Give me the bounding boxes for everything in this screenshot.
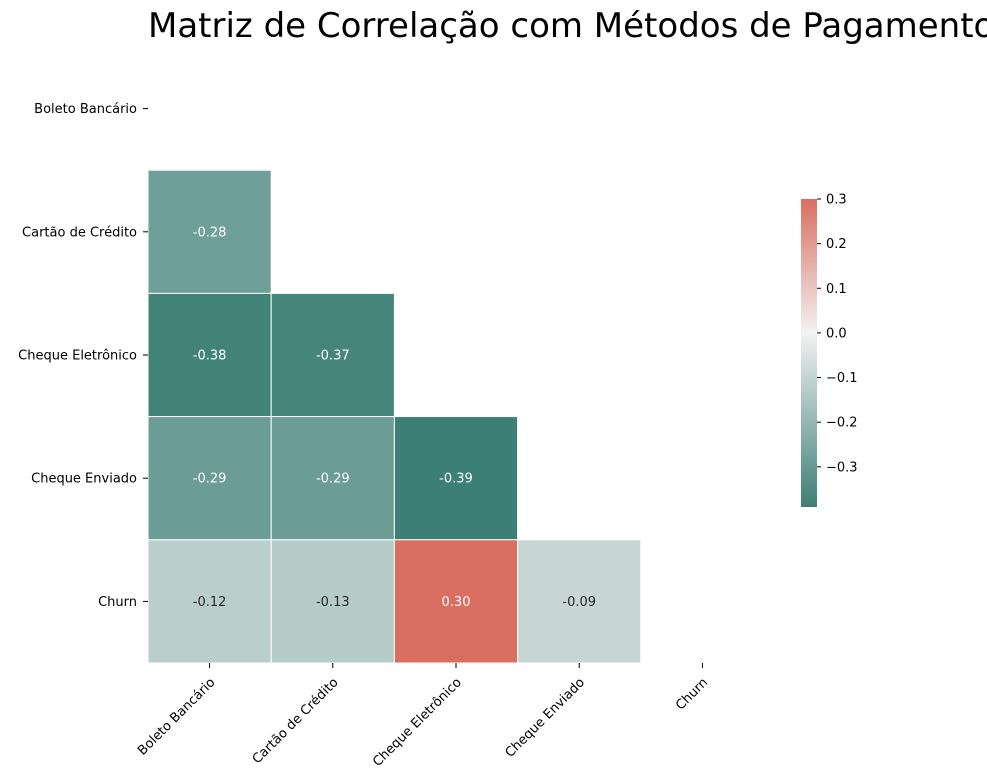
y-tick-label: Churn [98,595,137,610]
y-tick-label: Cheque Eletrônico [18,349,137,364]
cell-value-label: -0.38 [193,349,227,364]
cell-value-label: -0.29 [193,472,227,487]
cell-value-label: -0.39 [439,472,473,487]
x-tick-label: Cheque Eletrônico [370,675,465,770]
heatmap-cells: -0.28 -0.38 -0.37 -0.29 -0.29 -0.39 -0.12 -0.13… [147,169,642,664]
colorbar-tick-label: −0.3 [826,460,858,475]
x-axis-ticks: Boleto Bancário Cartão de Crédito Cheque E… [135,663,711,770]
y-tick-label: Boleto Bancário [34,102,137,117]
x-tick-label: Churn [673,675,711,713]
heatmap-cell [147,169,272,294]
x-tick-label: Cartão de Crédito [250,675,342,767]
cell-value-label: -0.28 [193,225,227,240]
heatmap-cell [270,539,395,664]
colorbar-tick-label: −0.1 [826,371,858,386]
heatmap-cell [147,292,272,418]
x-tick-label: Boleto Bancário [135,675,218,758]
y-axis-ticks: Boleto Bancário Cartão de Crédito Cheque E… [18,102,148,610]
heatmap-cell [270,416,395,541]
heatmap-cell [393,416,519,541]
heatmap-cell [270,292,395,418]
cell-value-label: -0.13 [316,595,350,610]
colorbar: 0.3 0.2 0.1 0.0 −0.1 −0.2 −0.3 [801,193,858,507]
heatmap-cell [147,416,272,541]
cell-value-label: 0.30 [442,595,471,610]
cell-value-label: -0.12 [193,595,227,610]
colorbar-tick-label: 0.0 [826,326,847,341]
colorbar-tick-label: 0.1 [826,282,847,297]
heatmap-cell [517,539,642,664]
colorbar-tick-label: 0.3 [826,193,847,208]
colorbar-gradient [801,199,817,507]
chart-title: Matriz de Correlação com Métodos de Paga… [148,6,987,46]
colorbar-tick-label: −0.2 [826,416,858,431]
y-tick-label: Cheque Enviado [31,472,137,487]
colorbar-tick-label: 0.2 [826,237,847,252]
cell-value-label: -0.09 [562,595,596,610]
x-tick-label: Cheque Enviado [503,675,588,760]
cell-value-label: -0.29 [316,472,350,487]
y-tick-label: Cartão de Crédito [22,225,137,240]
cell-value-label: -0.37 [316,349,350,364]
